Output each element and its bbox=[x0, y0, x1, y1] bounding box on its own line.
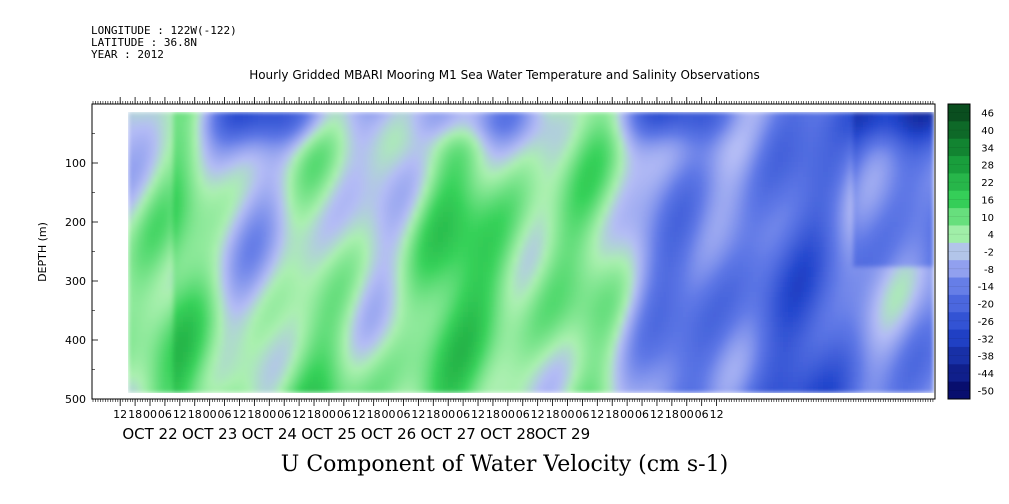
colorbar-label: -20 bbox=[978, 300, 994, 311]
colorbar-label: -50 bbox=[978, 386, 994, 397]
x-hour-label: 00 bbox=[620, 408, 634, 421]
colorbar-label: 46 bbox=[981, 109, 994, 120]
x-hour-label: 12 bbox=[471, 408, 485, 421]
colorbar-label: -26 bbox=[978, 317, 994, 328]
x-day-label: OCT 29 bbox=[535, 425, 590, 443]
x-day-label: OCT 27 bbox=[421, 425, 476, 443]
x-hour-label: 12 bbox=[650, 408, 664, 421]
x-hour-label: 00 bbox=[143, 408, 157, 421]
x-hour-label: 12 bbox=[173, 408, 187, 421]
x-hour-label: 12 bbox=[113, 408, 127, 421]
x-hour-label: 18 bbox=[307, 408, 321, 421]
colorbar-label: 16 bbox=[981, 195, 994, 206]
x-hour-label: 18 bbox=[605, 408, 619, 421]
colorbar-swatch bbox=[948, 156, 970, 174]
x-hour-label: 18 bbox=[665, 408, 679, 421]
x-day-label: OCT 23 bbox=[182, 425, 237, 443]
x-hour-label: 18 bbox=[188, 408, 202, 421]
x-hour-label: 06 bbox=[337, 408, 351, 421]
y-axis-label: DEPTH (m) bbox=[36, 222, 49, 282]
x-hour-label: 18 bbox=[128, 408, 142, 421]
colorbar-swatch bbox=[948, 364, 970, 383]
x-hour-label: 00 bbox=[322, 408, 336, 421]
x-hour-label: 06 bbox=[277, 408, 291, 421]
colorbar-label: -8 bbox=[984, 265, 994, 276]
x-day-label: OCT 26 bbox=[361, 425, 416, 443]
y-tick-label: 500 bbox=[65, 393, 86, 406]
x-hour-label: 06 bbox=[456, 408, 470, 421]
x-hour-label: 00 bbox=[262, 408, 276, 421]
colorbar-swatch bbox=[948, 242, 970, 261]
colorbar-swatch bbox=[948, 346, 970, 365]
x-day-label: OCT 22 bbox=[122, 425, 177, 443]
x-hour-label: 00 bbox=[441, 408, 455, 421]
colorbar-swatch bbox=[948, 294, 970, 313]
y-tick-label: 100 bbox=[65, 157, 86, 170]
variable-caption: U Component of Water Velocity (cm s-1) bbox=[280, 452, 729, 477]
x-hour-label: 06 bbox=[158, 408, 172, 421]
colorbar-label: -2 bbox=[984, 248, 994, 259]
x-hour-label: 18 bbox=[486, 408, 500, 421]
x-hour-label: 00 bbox=[501, 408, 515, 421]
colorbar-swatch bbox=[948, 208, 970, 226]
x-hour-label: 12 bbox=[411, 408, 425, 421]
y-tick-label: 300 bbox=[65, 275, 86, 288]
colorbar-label: 28 bbox=[981, 161, 994, 172]
colorbar-label: -38 bbox=[978, 352, 994, 363]
colorbar-swatch bbox=[948, 190, 970, 209]
x-hour-label: 12 bbox=[352, 408, 366, 421]
x-hour-label: 18 bbox=[546, 408, 560, 421]
colorbar-label: 40 bbox=[981, 126, 994, 137]
colorbar-label: 10 bbox=[981, 213, 994, 224]
x-hour-label: 06 bbox=[635, 408, 649, 421]
velocity-field bbox=[128, 112, 934, 393]
longitude-label: LONGITUDE : 122W(-122) bbox=[91, 24, 237, 37]
x-hour-label: 06 bbox=[575, 408, 589, 421]
x-hour-label: 12 bbox=[531, 408, 545, 421]
colorbar-swatch bbox=[948, 225, 970, 244]
x-day-label: OCT 25 bbox=[301, 425, 356, 443]
x-hour-label: 12 bbox=[232, 408, 246, 421]
x-day-label: OCT 28 bbox=[480, 425, 535, 443]
y-tick-label: 200 bbox=[65, 216, 86, 229]
colorbar-label: -44 bbox=[978, 369, 994, 380]
x-hour-label: 18 bbox=[367, 408, 381, 421]
x-hour-label: 06 bbox=[695, 408, 709, 421]
colorbar-swatch bbox=[948, 277, 970, 296]
colorbar-label: 22 bbox=[981, 178, 994, 189]
colorbar-swatch bbox=[948, 138, 970, 157]
x-hour-label: 06 bbox=[218, 408, 232, 421]
y-tick-label: 400 bbox=[65, 334, 86, 347]
x-hour-label: 18 bbox=[247, 408, 261, 421]
colorbar-swatch bbox=[948, 312, 970, 331]
latitude-label: LATITUDE : 36.8N bbox=[91, 36, 197, 49]
colorbar-swatch bbox=[948, 104, 970, 122]
year-label: YEAR : 2012 bbox=[91, 48, 164, 61]
x-hour-label: 12 bbox=[590, 408, 604, 421]
x-hour-label: 12 bbox=[710, 408, 724, 421]
x-hour-label: 18 bbox=[426, 408, 440, 421]
x-hour-label: 00 bbox=[203, 408, 217, 421]
x-hour-label: 00 bbox=[382, 408, 396, 421]
x-hour-label: 06 bbox=[516, 408, 530, 421]
x-hour-label: 00 bbox=[560, 408, 574, 421]
x-hour-label: 00 bbox=[680, 408, 694, 421]
colorbar-label: -32 bbox=[978, 334, 994, 345]
colorbar-swatch bbox=[948, 121, 970, 140]
colorbar-label: -14 bbox=[978, 282, 994, 293]
colorbar-label: 4 bbox=[988, 230, 994, 241]
chart-title: Hourly Gridded MBARI Mooring M1 Sea Wate… bbox=[249, 68, 760, 82]
colorbar-swatch bbox=[948, 381, 970, 400]
colorbar-swatch bbox=[948, 260, 970, 279]
colorbar-swatch bbox=[948, 173, 970, 192]
colorbar-label: 34 bbox=[981, 143, 994, 154]
x-hour-label: 06 bbox=[396, 408, 410, 421]
x-day-label: OCT 24 bbox=[242, 425, 297, 443]
colorbar-swatch bbox=[948, 329, 970, 348]
chart-svg: 12 18 00 06 12 18 00 06 12 18 00 06 12 18 00 06 12 18 00 06… bbox=[36, 97, 994, 443]
x-hour-label: 12 bbox=[292, 408, 306, 421]
